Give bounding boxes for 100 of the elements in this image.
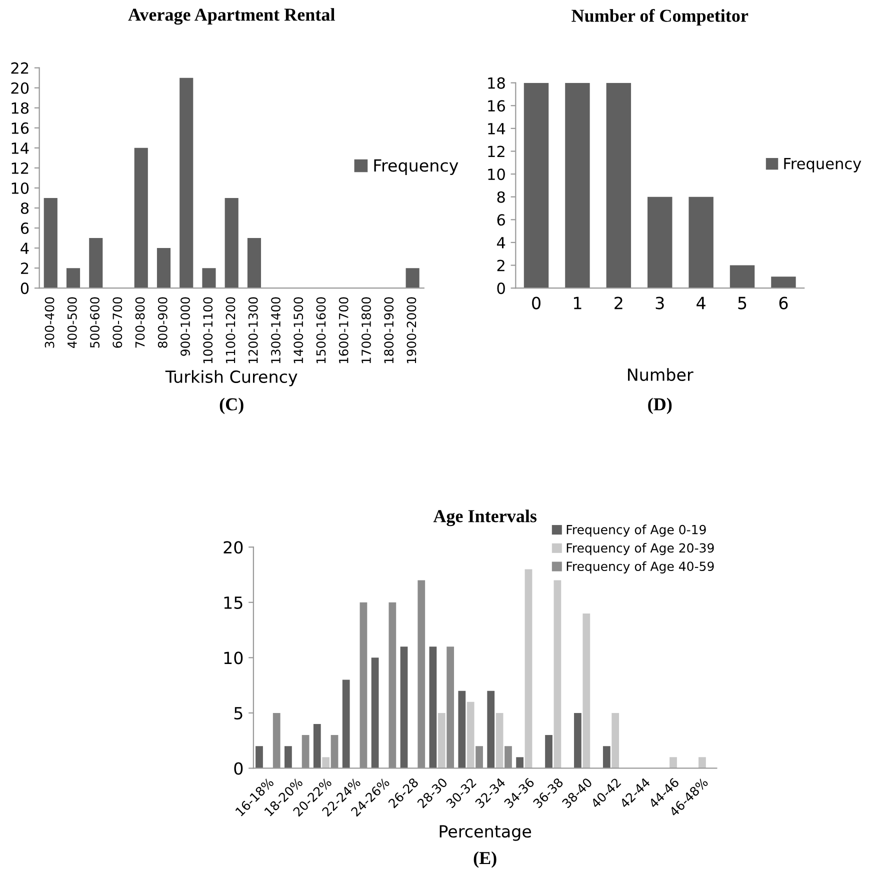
bar — [545, 735, 552, 768]
y-tick-label: 0 — [20, 282, 29, 294]
legend-label: Frequency of Age 0-19 — [566, 524, 706, 537]
y-tick-label: 4 — [20, 242, 29, 254]
y-tick-label: 0 — [234, 762, 243, 775]
bar — [247, 238, 262, 288]
bar — [44, 198, 58, 288]
bar — [504, 746, 512, 768]
x-tick-label: 1700-1800 — [362, 297, 371, 364]
x-axis-title: Number — [628, 368, 694, 382]
x-tick-label: 1200-1300 — [248, 297, 258, 364]
bar — [202, 268, 216, 288]
y-tick-label: 20 — [11, 82, 29, 94]
bar — [180, 78, 194, 288]
y-tick-label: 14 — [488, 123, 506, 134]
y-tick-label: 18 — [488, 77, 505, 89]
x-tick-label: 700-800 — [135, 297, 145, 348]
bar — [322, 757, 330, 768]
bar — [730, 265, 755, 288]
bar — [582, 613, 590, 768]
text: (D) — [648, 398, 672, 414]
bar — [476, 746, 483, 768]
y-tick-label: 8 — [497, 191, 505, 203]
bar — [524, 569, 532, 768]
y-tick-label: 0 — [497, 282, 505, 294]
x-axis-title: Turkish Curency — [165, 370, 298, 386]
x-tick-label: 1 — [574, 296, 582, 310]
bar — [487, 690, 495, 768]
bar — [388, 602, 396, 768]
bar — [524, 82, 549, 288]
legend-label: Frequency — [374, 159, 458, 176]
y-tick-label: 20 — [224, 541, 243, 554]
bar — [360, 602, 368, 768]
x-tick-label: 1900-2000 — [406, 297, 416, 364]
bar — [371, 658, 379, 768]
bar — [156, 248, 171, 288]
legend-label: Frequency — [784, 158, 862, 172]
x-tick-label: 6 — [779, 296, 788, 310]
x-tick-label: 1500-1600 — [316, 297, 326, 364]
x-tick-label: 3 — [656, 296, 664, 310]
bar — [612, 712, 620, 768]
bar — [89, 238, 103, 288]
x-tick-label: 1000-1100 — [203, 297, 213, 364]
bar — [574, 712, 582, 768]
y-tick-label: 18 — [12, 102, 29, 114]
y-tick-label: 10 — [12, 182, 29, 194]
y-tick-label: 10 — [224, 652, 243, 664]
x-tick-label: 1300-1400 — [271, 297, 280, 364]
legend-label: Frequency of Age 40-59 — [566, 561, 714, 574]
chart-title: Age Intervals — [433, 510, 537, 526]
bar — [302, 735, 310, 768]
y-tick-label: 6 — [497, 214, 505, 226]
bar — [688, 196, 714, 288]
bar — [698, 757, 706, 768]
legend-label: Frequency of Age 20-39 — [566, 543, 714, 556]
y-tick-label: 12 — [12, 162, 28, 174]
bar — [438, 712, 446, 768]
x-axis-title: Percentage — [440, 825, 532, 841]
bar — [66, 268, 80, 288]
bar — [284, 746, 292, 768]
chart-title: Average Apartment Rental — [128, 8, 335, 25]
bar — [313, 724, 321, 768]
y-tick-label: 10 — [488, 168, 505, 180]
bar — [134, 148, 148, 288]
y-tick-label: 12 — [488, 146, 504, 158]
x-tick-label: 0 — [532, 296, 540, 310]
text: (E) — [474, 851, 496, 868]
bar — [342, 680, 350, 768]
bar — [602, 746, 610, 768]
bar — [272, 712, 280, 768]
bar — [554, 580, 562, 768]
y-tick-label: 8 — [20, 202, 29, 214]
chart-title: Number of Competitor — [572, 8, 748, 26]
x-tick-label: 900-1000 — [180, 297, 190, 356]
bar — [606, 82, 632, 288]
bar — [771, 276, 796, 288]
y-tick-label: 2 — [497, 260, 504, 272]
x-tick-label: 2 — [614, 296, 622, 310]
x-tick-label: 1600-1700 — [338, 297, 348, 364]
y-tick-label: 15 — [224, 596, 242, 609]
bar — [496, 712, 504, 768]
bar — [458, 690, 466, 768]
bar — [466, 702, 474, 768]
bar — [648, 196, 672, 288]
bar — [256, 746, 263, 768]
bar — [670, 757, 677, 768]
x-tick-label: 500-600 — [90, 297, 100, 348]
y-tick-label: 22 — [11, 62, 28, 74]
y-tick-label: 14 — [12, 142, 29, 154]
bar — [446, 646, 454, 768]
text: (C) — [220, 398, 244, 414]
bar — [330, 735, 338, 768]
y-tick-label: 4 — [496, 237, 506, 248]
bar — [516, 757, 524, 768]
x-tick-label: 4 — [696, 296, 706, 310]
x-tick-label: 300-400 — [44, 297, 54, 348]
y-tick-label: 6 — [20, 222, 29, 234]
bar — [400, 646, 408, 768]
y-tick-label: 16 — [12, 122, 29, 134]
y-tick-label: 2 — [21, 262, 28, 274]
